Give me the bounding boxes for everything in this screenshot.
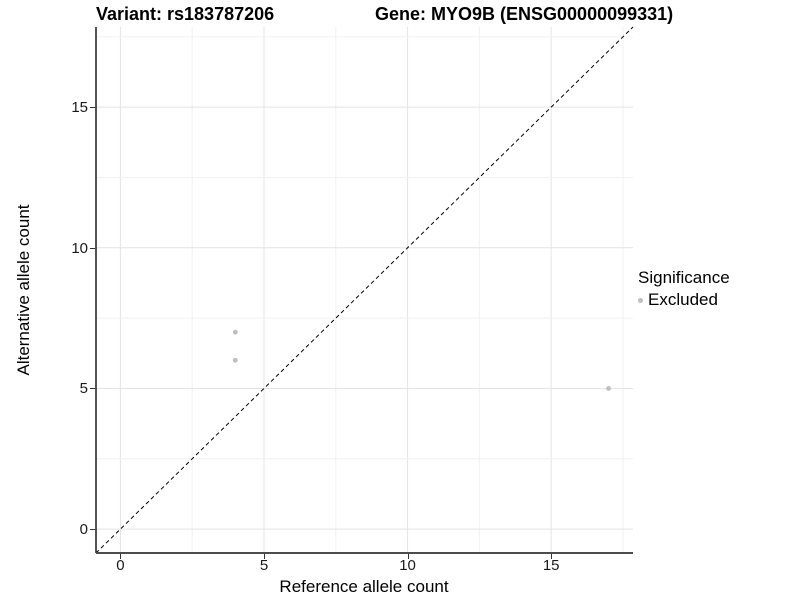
y-tick-mark <box>90 529 95 531</box>
y-tick-mark <box>90 247 95 249</box>
x-tick-mark <box>120 554 122 559</box>
y-tick-mark <box>90 388 95 390</box>
legend: Significance Excluded <box>638 268 730 310</box>
data-point <box>232 357 238 363</box>
y-tick-label: 15 <box>71 99 88 117</box>
x-tick-mark <box>407 554 409 559</box>
y-tick-label: 10 <box>71 239 88 257</box>
plot-panel <box>95 26 634 554</box>
plot-title-variant: Variant: rs183787206 <box>96 4 275 24</box>
y-tick-label: 0 <box>79 521 88 539</box>
y-axis-title: Alternative allele count <box>14 204 33 376</box>
x-tick-label: 0 <box>116 557 125 574</box>
legend-title: Significance <box>638 268 730 287</box>
x-tick-label: 15 <box>542 557 560 574</box>
y-tick-label: 5 <box>79 380 88 398</box>
legend-item-excluded: Excluded <box>638 290 730 310</box>
x-axis-title: Reference allele count <box>279 577 449 596</box>
x-tick-label: 10 <box>399 557 416 574</box>
x-tick-mark <box>263 554 265 559</box>
plot-area <box>95 26 634 554</box>
y-tick-mark <box>90 107 95 109</box>
legend-item-label: Excluded <box>648 290 718 309</box>
legend-key-dot <box>638 297 643 303</box>
x-tick-label: 5 <box>259 557 269 574</box>
x-tick-mark <box>551 554 553 559</box>
identity-line <box>95 26 634 554</box>
plot-title-gene: Gene: MYO9B (ENSG00000099331) <box>375 4 674 24</box>
data-point <box>606 386 611 391</box>
data-point <box>232 329 238 335</box>
